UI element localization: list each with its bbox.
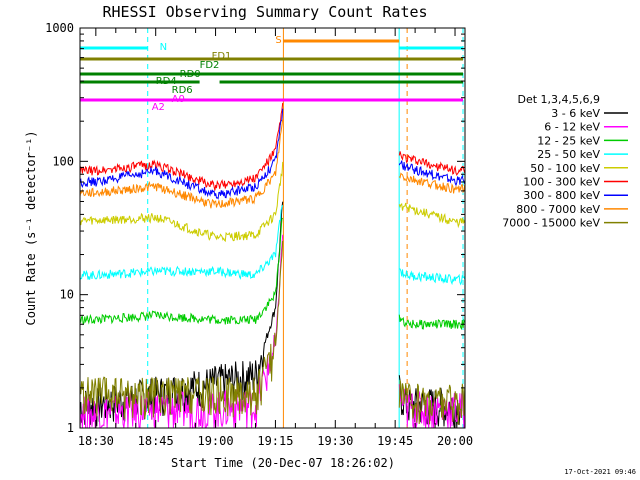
series-line xyxy=(398,202,466,229)
legend-entry: 50 - 100 keV xyxy=(530,162,600,175)
x-tick-label: 19:45 xyxy=(377,434,413,448)
y-tick-label: 10 xyxy=(60,288,74,302)
flag-label-n: N xyxy=(160,42,167,53)
series-line xyxy=(79,161,284,243)
legend-entry: 6 - 12 keV xyxy=(544,121,600,134)
x-axis-label: Start Time (20-Dec-07 18:26:02) xyxy=(171,456,395,470)
series-line xyxy=(398,379,466,425)
x-tick-label: 20:00 xyxy=(437,434,473,448)
flag-label-rd6: RD6 xyxy=(172,85,193,96)
legend-entry: 25 - 50 keV xyxy=(537,148,600,161)
legend-entry: 12 - 25 keV xyxy=(537,134,600,147)
x-tick-label: 19:15 xyxy=(257,434,293,448)
x-tick-label: 19:30 xyxy=(317,434,353,448)
series-line xyxy=(398,172,466,194)
plot-frame xyxy=(79,27,466,429)
y-tick-label: 1000 xyxy=(45,21,74,35)
series-line xyxy=(79,108,284,200)
x-tick-label: 18:30 xyxy=(78,434,114,448)
axes: 1 10 100 1000 18:30 18:45 19:00 19:15 19:30 19:45… xyxy=(45,21,473,448)
y-tick-label: 1 xyxy=(67,421,74,435)
legend-entry: 3 - 6 keV xyxy=(551,107,600,120)
series-line xyxy=(79,204,284,280)
y-axis-label: Count Rate (s⁻¹ detector⁻¹) xyxy=(24,130,38,325)
x-tick-label: 19:00 xyxy=(197,434,233,448)
series-line xyxy=(79,102,284,191)
series-line xyxy=(79,217,284,326)
legend-entry: 100 - 300 keV xyxy=(523,176,600,189)
series-group xyxy=(79,102,466,429)
footer-date: 17-Oct-2021 09:46 xyxy=(564,468,636,476)
flag-label-a2: A2 xyxy=(152,102,165,113)
y-tick-label: 100 xyxy=(52,154,74,168)
series-line xyxy=(398,151,466,177)
flag-bars: NSFD1FD2RD0RD4RD6A2A0 xyxy=(80,35,464,113)
flag-label-rd0: RD0 xyxy=(180,69,201,80)
chart-title: RHESSI Observing Summary Count Rates xyxy=(102,3,427,21)
series-line xyxy=(399,268,466,286)
flag-label-fd2: FD2 xyxy=(200,60,220,71)
legend-entry: 300 - 800 keV xyxy=(523,189,600,202)
series-line xyxy=(79,240,284,419)
series-line xyxy=(398,375,466,429)
flag-label-a0: A0 xyxy=(172,94,185,105)
legend-entry: 800 - 7000 keV xyxy=(516,203,600,216)
legend-entry: 7000 - 15000 keV xyxy=(502,217,600,230)
flag-label-fd1: FD1 xyxy=(212,51,232,62)
series-line xyxy=(79,119,284,209)
series-line xyxy=(398,160,466,187)
series-line xyxy=(398,314,466,331)
x-tick-label: 18:45 xyxy=(138,434,174,448)
flag-label-s: S xyxy=(275,35,281,46)
legend-title: Det 1,3,4,5,6,9 xyxy=(517,93,600,106)
